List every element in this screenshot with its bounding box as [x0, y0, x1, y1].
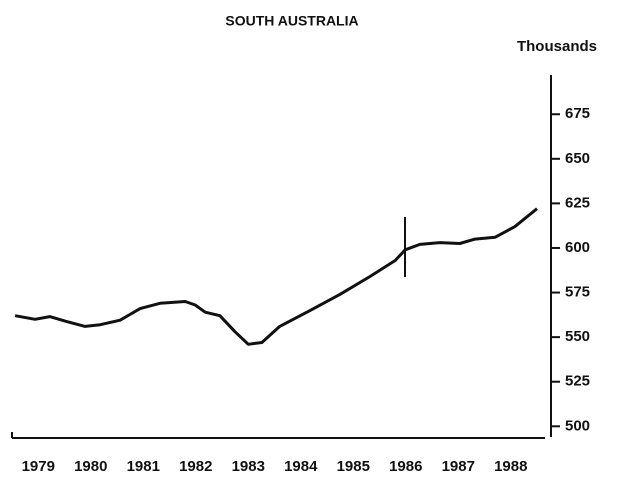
- x-tick-label: 1980: [74, 458, 107, 475]
- y-tick-label: 675: [565, 105, 590, 122]
- y-tick-label: 600: [565, 239, 590, 256]
- x-tick-label: 1986: [389, 458, 422, 475]
- y-tick-label: 525: [565, 373, 590, 390]
- y-tick-label: 625: [565, 194, 590, 211]
- x-tick-label: 1984: [284, 458, 318, 475]
- x-tick-label: 1981: [127, 458, 160, 475]
- y-tick-label: 550: [565, 328, 590, 345]
- x-tick-label: 1985: [337, 458, 370, 475]
- x-tick-label: 1983: [232, 458, 265, 475]
- y-tick-label: 575: [565, 284, 590, 301]
- x-tick-label: 1979: [22, 458, 55, 475]
- x-tick-label: 1982: [179, 458, 212, 475]
- chart-title: SOUTH AUSTRALIA: [225, 13, 358, 29]
- line-series: [14, 207, 538, 346]
- x-tick-label: 1987: [442, 458, 475, 475]
- y-tick-label: 650: [565, 150, 590, 167]
- y-tick-label: 500: [565, 417, 590, 434]
- x-tick-label: 1988: [494, 458, 527, 475]
- y-axis-label: Thousands: [517, 38, 597, 55]
